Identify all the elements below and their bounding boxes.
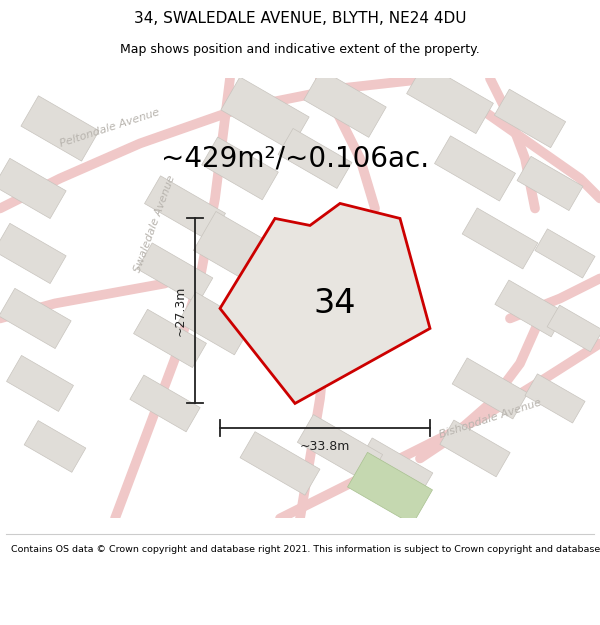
Polygon shape — [440, 420, 510, 477]
Polygon shape — [434, 136, 515, 201]
Polygon shape — [494, 89, 566, 148]
Polygon shape — [462, 208, 538, 269]
Text: ~27.3m: ~27.3m — [174, 286, 187, 336]
Polygon shape — [495, 280, 565, 337]
Polygon shape — [221, 77, 309, 150]
Polygon shape — [24, 421, 86, 472]
Polygon shape — [134, 309, 206, 368]
Polygon shape — [193, 211, 277, 286]
Polygon shape — [130, 375, 200, 432]
Polygon shape — [7, 356, 73, 411]
Polygon shape — [178, 292, 252, 355]
Polygon shape — [0, 223, 66, 284]
Text: Swaledale Avenue: Swaledale Avenue — [133, 174, 177, 273]
Polygon shape — [347, 452, 433, 524]
Polygon shape — [525, 374, 585, 423]
Polygon shape — [535, 229, 595, 278]
Text: Bishopdale Avenue: Bishopdale Avenue — [437, 397, 542, 440]
Polygon shape — [220, 204, 430, 404]
Polygon shape — [278, 129, 352, 188]
Text: Peltondale Avenue: Peltondale Avenue — [59, 107, 161, 149]
Text: ~429m²/~0.106ac.: ~429m²/~0.106ac. — [161, 144, 429, 172]
Text: 34: 34 — [314, 287, 356, 320]
Polygon shape — [304, 69, 386, 138]
Polygon shape — [202, 137, 278, 200]
Polygon shape — [21, 96, 99, 161]
Text: 34, SWALEDALE AVENUE, BLYTH, NE24 4DU: 34, SWALEDALE AVENUE, BLYTH, NE24 4DU — [134, 11, 466, 26]
Polygon shape — [0, 158, 66, 219]
Polygon shape — [145, 176, 226, 241]
Polygon shape — [240, 432, 320, 495]
Polygon shape — [407, 63, 493, 134]
Polygon shape — [298, 414, 383, 482]
Polygon shape — [452, 358, 528, 419]
Polygon shape — [517, 156, 583, 211]
Polygon shape — [357, 438, 433, 499]
Polygon shape — [137, 243, 213, 304]
Text: Map shows position and indicative extent of the property.: Map shows position and indicative extent… — [120, 42, 480, 56]
Polygon shape — [0, 288, 71, 349]
Text: Contains OS data © Crown copyright and database right 2021. This information is : Contains OS data © Crown copyright and d… — [11, 545, 600, 554]
Polygon shape — [547, 305, 600, 352]
Text: ~33.8m: ~33.8m — [300, 441, 350, 453]
